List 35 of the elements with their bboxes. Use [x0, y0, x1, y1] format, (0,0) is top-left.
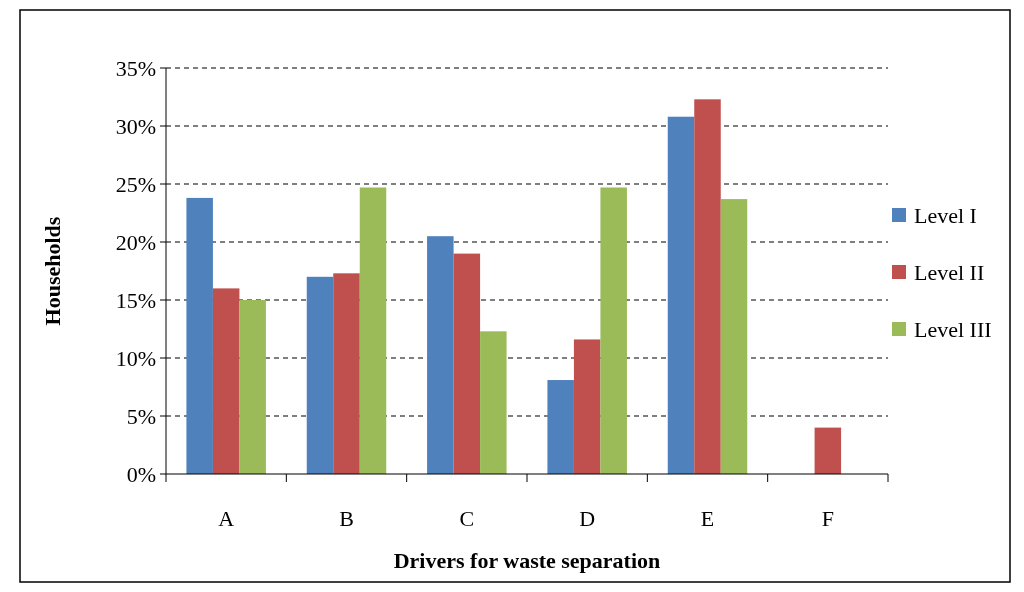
bar — [480, 331, 507, 474]
bar — [239, 300, 266, 474]
legend-label: Level I — [914, 202, 977, 228]
bar — [547, 380, 574, 474]
bar — [600, 187, 627, 474]
bar — [573, 339, 601, 474]
y-tick-label: 0% — [126, 461, 156, 487]
y-tick-label: 15% — [115, 287, 156, 313]
y-tick-label: 25% — [115, 171, 156, 197]
y-tick-label: 35% — [115, 55, 156, 81]
bar — [186, 197, 213, 474]
bar — [667, 116, 695, 474]
legend-label: Level II — [914, 259, 985, 285]
bar — [359, 187, 387, 474]
y-axis-title: Households — [40, 216, 65, 326]
y-tick-label: 20% — [115, 229, 156, 255]
bar — [694, 99, 721, 474]
x-tick-label: A — [218, 506, 235, 531]
bar — [212, 288, 240, 474]
y-tick-label: 30% — [115, 113, 156, 139]
bar — [814, 427, 842, 474]
x-tick-label: D — [579, 506, 596, 531]
bar — [427, 236, 454, 474]
bar — [453, 253, 481, 474]
bar — [306, 276, 334, 474]
legend-label: Level III — [914, 316, 992, 342]
x-tick-label: F — [821, 506, 834, 531]
y-tick-label: 5% — [126, 403, 156, 429]
x-axis-title: Drivers for waste separation — [393, 548, 661, 573]
x-tick-label: C — [459, 506, 475, 531]
y-tick-label: 10% — [115, 345, 156, 371]
x-tick-label: B — [339, 506, 354, 531]
x-tick-label: E — [700, 506, 715, 531]
bar — [720, 199, 748, 474]
bar — [333, 273, 360, 474]
